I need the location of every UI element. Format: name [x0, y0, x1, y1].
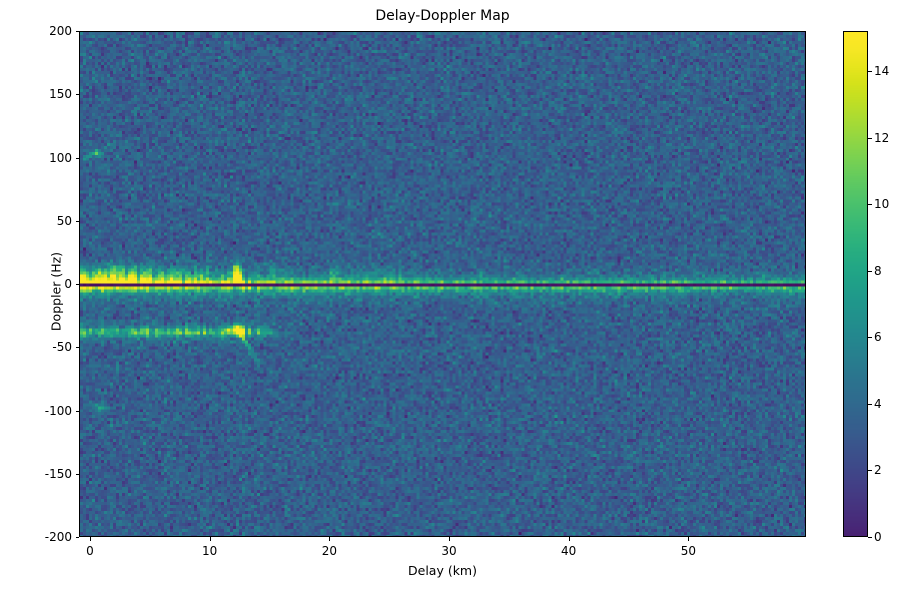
- colorbar-tick-label: 8: [874, 263, 882, 278]
- x-tick-label: 50: [680, 544, 696, 558]
- x-tick-mark: [329, 537, 331, 541]
- colorbar-tick-mark: [868, 403, 872, 405]
- colorbar-tick-mark: [868, 70, 872, 72]
- colorbar-tick-label: 0: [874, 530, 882, 544]
- delay-doppler-heatmap-axes: [79, 31, 806, 537]
- colorbar-tick-label: 6: [874, 330, 882, 345]
- y-tick-label: 100: [49, 150, 72, 165]
- colorbar: [843, 31, 868, 537]
- colorbar-tick-mark: [868, 137, 872, 139]
- x-tick-label: 10: [202, 544, 218, 558]
- colorbar-tick-label: 4: [874, 396, 882, 411]
- x-tick-label: 40: [561, 544, 577, 558]
- x-tick-mark: [449, 537, 451, 541]
- heatmap-image: [80, 32, 805, 536]
- colorbar-tick-label: 10: [874, 197, 890, 212]
- y-tick-mark: [75, 284, 79, 285]
- y-tick-mark: [75, 473, 79, 475]
- y-tick-mark: [75, 410, 79, 412]
- y-tick-label: 0: [64, 277, 72, 291]
- x-axis-label: Delay (km): [408, 563, 477, 578]
- colorbar-tick-mark: [868, 337, 872, 339]
- y-tick-label: -50: [52, 340, 72, 355]
- x-tick-label: 30: [441, 544, 457, 558]
- colorbar-tick-mark: [868, 270, 872, 272]
- y-tick-label: -150: [44, 466, 72, 481]
- y-tick-label: -200: [44, 530, 72, 544]
- y-tick-mark: [75, 220, 79, 222]
- y-tick-label: 150: [49, 87, 72, 102]
- y-tick-mark: [75, 157, 79, 159]
- x-tick-mark: [568, 537, 570, 541]
- y-axis-label: Doppler (Hz): [48, 251, 64, 332]
- y-tick-mark: [75, 31, 79, 32]
- page-title: Delay-Doppler Map: [375, 8, 510, 24]
- y-tick-label: 200: [49, 24, 72, 38]
- x-tick-label: 20: [321, 544, 337, 558]
- y-tick-label: 50: [56, 213, 72, 228]
- y-tick-mark: [75, 347, 79, 349]
- colorbar-tick-label: 12: [874, 130, 890, 145]
- x-tick-mark: [90, 537, 91, 541]
- y-tick-mark: [75, 94, 79, 96]
- x-tick-mark: [688, 537, 690, 541]
- colorbar-tick-mark: [868, 204, 872, 206]
- colorbar-tick-label: 2: [874, 463, 882, 478]
- colorbar-tick-label: 14: [874, 63, 890, 78]
- colorbar-gradient: [844, 32, 867, 536]
- y-tick-mark: [75, 537, 79, 538]
- x-tick-label: 0: [86, 544, 94, 558]
- x-tick-mark: [209, 537, 211, 541]
- colorbar-tick-mark: [868, 470, 872, 472]
- y-tick-label: -100: [44, 403, 72, 418]
- colorbar-tick-mark: [868, 537, 872, 538]
